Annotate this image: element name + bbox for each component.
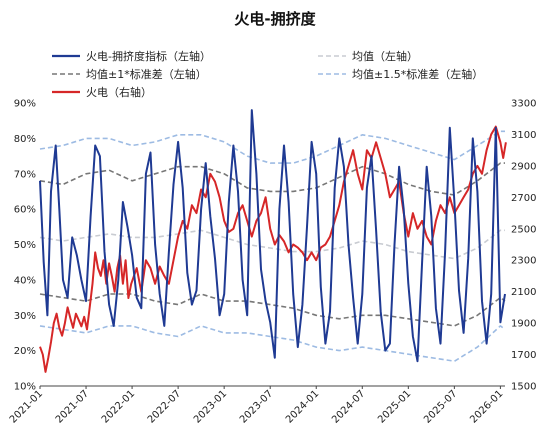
chart-title: 火电-拥挤度 bbox=[234, 10, 316, 28]
x-tick-label: 2022-07 bbox=[146, 388, 183, 425]
x-tick-label: 2025-07 bbox=[422, 388, 459, 425]
y-left-tick-label: 60% bbox=[14, 205, 36, 216]
y-left-tick-label: 40% bbox=[14, 275, 36, 286]
legend-label-price: 火电（右轴） bbox=[86, 85, 152, 99]
x-tick-label: 2023-01 bbox=[192, 388, 229, 425]
y-left-tick-label: 50% bbox=[14, 240, 36, 251]
x-tick-label: 2024-07 bbox=[330, 388, 367, 425]
x-tick-label: 2021-07 bbox=[54, 388, 91, 425]
x-tick-label: 2022-01 bbox=[100, 388, 137, 425]
y-right-tick-label: 1900 bbox=[511, 319, 536, 330]
legend-label-band1: 均值±1*标准差（左轴） bbox=[86, 67, 207, 81]
y-left-tick-label: 70% bbox=[14, 169, 36, 180]
series-price bbox=[39, 125, 507, 373]
x-tick-label: 2025-01 bbox=[376, 388, 413, 425]
legend-label-band15: 均值±1.5*标准差（左轴） bbox=[352, 67, 483, 81]
y-right-tick-label: 1500 bbox=[511, 382, 536, 393]
legend-item-mean: 均值（左轴） bbox=[318, 49, 418, 63]
series-plus-1-std bbox=[39, 162, 505, 196]
y-right-tick-label: 2500 bbox=[511, 224, 536, 235]
legend-item-crowding: 火电-拥挤度指标（左轴） bbox=[52, 49, 211, 63]
series-crowding bbox=[39, 109, 506, 363]
legend-item-band15: 均值±1.5*标准差（左轴） bbox=[318, 67, 483, 81]
legend-label-mean: 均值（左轴） bbox=[352, 49, 418, 63]
x-tick-label: 2021-01 bbox=[8, 388, 45, 425]
y-right-tick-label: 2900 bbox=[511, 161, 536, 172]
legend: 火电-拥挤度指标（左轴） 均值（左轴） 均值±1*标准差（左轴） 均值±1.5*… bbox=[52, 49, 483, 99]
y-left-tick-label: 90% bbox=[14, 99, 36, 110]
legend-item-price: 火电（右轴） bbox=[52, 85, 152, 99]
x-tick-label: 2024-01 bbox=[284, 388, 321, 425]
y-left-tick-label: 20% bbox=[14, 346, 36, 357]
y-right-tick-label: 3100 bbox=[511, 130, 536, 141]
y-right-tick-label: 2100 bbox=[511, 287, 536, 298]
y-left-tick-label: 30% bbox=[14, 311, 36, 322]
y-left-tick-label: 80% bbox=[14, 134, 36, 145]
y-right-tick-label: 3300 bbox=[511, 99, 536, 110]
series-minus-1.5-std bbox=[39, 325, 506, 363]
legend-item-band1: 均值±1*标准差（左轴） bbox=[52, 67, 207, 81]
x-tick-label: 2023-07 bbox=[238, 388, 275, 425]
series-plus-1.5-std bbox=[39, 130, 505, 164]
series-minus-1-std bbox=[39, 293, 506, 327]
y-right-tick-label: 2300 bbox=[511, 256, 536, 267]
legend-label-crowding: 火电-拥挤度指标（左轴） bbox=[86, 49, 211, 63]
y-right-tick-label: 2700 bbox=[511, 193, 536, 204]
y-right-tick-label: 1700 bbox=[511, 350, 536, 361]
y-left-tick-label: 10% bbox=[14, 382, 36, 393]
plot-area bbox=[39, 109, 507, 373]
x-tick-label: 2026-01 bbox=[468, 388, 505, 425]
